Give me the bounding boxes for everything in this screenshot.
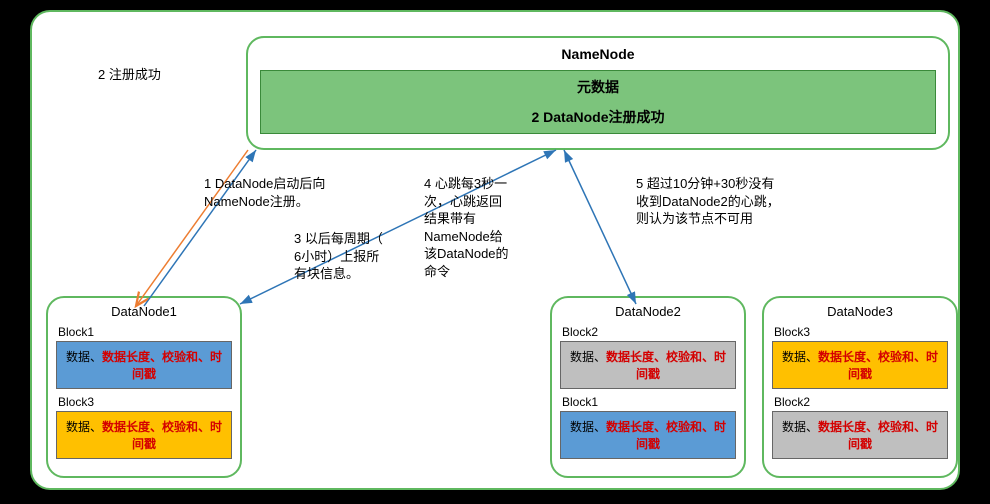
block-box: 数据、数据长度、校验和、时间戳: [56, 341, 232, 389]
block-box: 数据、数据长度、校验和、时间戳: [772, 341, 948, 389]
block-label: Block3: [774, 325, 956, 339]
block-box: 数据、数据长度、校验和、时间戳: [560, 411, 736, 459]
note-n5: 5 超过10分钟+30秒没有收到DataNode2的心跳，则认为该节点不可用: [636, 175, 846, 228]
namenode-box: NameNode 元数据 2 DataNode注册成功: [246, 36, 950, 150]
block-text-black: 数据、: [570, 350, 606, 364]
note-n3: 3 以后每周期（6小时）上报所有块信息。: [294, 230, 424, 283]
block-text-red: 数据长度、校验和、时间戳: [102, 350, 222, 381]
block-text-black: 数据、: [782, 420, 818, 434]
block-text-red: 数据长度、校验和、时间戳: [606, 350, 726, 381]
block-text-black: 数据、: [66, 350, 102, 364]
block-box: 数据、数据长度、校验和、时间戳: [560, 341, 736, 389]
datanode-dn1: DataNode1Block1数据、数据长度、校验和、时间戳Block3数据、数…: [46, 296, 242, 478]
block-label: Block2: [774, 395, 956, 409]
note-n1: 1 DataNode启动后向NameNode注册。: [204, 175, 364, 210]
block-text-red: 数据长度、校验和、时间戳: [102, 420, 222, 451]
block-box: 数据、数据长度、校验和、时间戳: [56, 411, 232, 459]
namenode-meta-line1: 元数据: [261, 77, 935, 97]
namenode-title: NameNode: [248, 46, 948, 62]
note-n2: 2 注册成功: [98, 66, 218, 84]
block-text-red: 数据长度、校验和、时间戳: [606, 420, 726, 451]
datanode-dn3: DataNode3Block3数据、数据长度、校验和、时间戳Block2数据、数…: [762, 296, 958, 478]
block-box: 数据、数据长度、校验和、时间戳: [772, 411, 948, 459]
block-text-black: 数据、: [66, 420, 102, 434]
block-text-red: 数据长度、校验和、时间戳: [818, 420, 938, 451]
block-label: Block2: [562, 325, 744, 339]
datanode-title: DataNode3: [764, 304, 956, 319]
namenode-meta-box: 元数据 2 DataNode注册成功: [260, 70, 936, 134]
block-text-red: 数据长度、校验和、时间戳: [818, 350, 938, 381]
block-label: Block1: [58, 325, 240, 339]
block-text-black: 数据、: [570, 420, 606, 434]
block-label: Block1: [562, 395, 744, 409]
datanode-dn2: DataNode2Block2数据、数据长度、校验和、时间戳Block1数据、数…: [550, 296, 746, 478]
note-n4: 4 心跳每3秒一次，心跳返回结果带有NameNode给该DataNode的命令: [424, 175, 544, 280]
datanode-title: DataNode1: [48, 304, 240, 319]
block-label: Block3: [58, 395, 240, 409]
datanode-title: DataNode2: [552, 304, 744, 319]
block-text-black: 数据、: [782, 350, 818, 364]
namenode-meta-line2: 2 DataNode注册成功: [261, 107, 935, 127]
